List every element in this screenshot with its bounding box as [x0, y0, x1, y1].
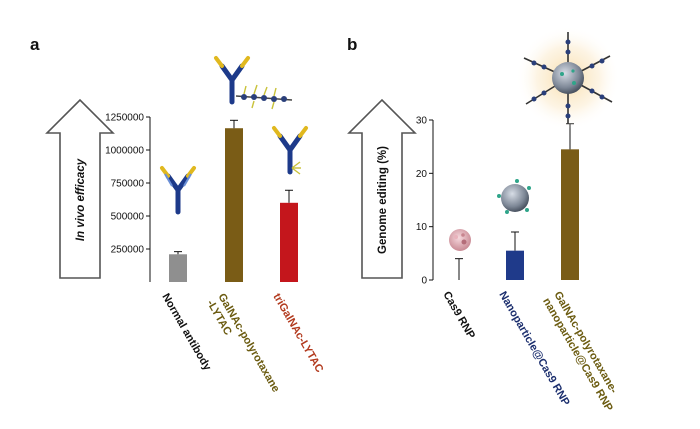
polyrotaxane-nanoparticle-icon — [516, 26, 620, 130]
y-tick-label: 1000000 — [105, 146, 144, 157]
y-tick-label: 0 — [421, 276, 427, 287]
cas9-rnp-icon — [449, 229, 471, 251]
antibody-icon-normal — [160, 166, 196, 215]
category-label: Cas9 RNP — [440, 290, 477, 342]
category-label: triGalNAc-LYTAC — [270, 292, 325, 375]
category-label: GalNAc-polyrotaxane-LYTAC — [204, 292, 282, 401]
bar — [506, 250, 524, 280]
panel-b-ylabel: Genome editing (%) — [377, 146, 389, 254]
antibody-icon-polyrotaxane — [214, 56, 293, 110]
bar — [561, 149, 579, 280]
y-tick-label: 20 — [416, 169, 428, 180]
y-tick-label: 1250000 — [105, 113, 144, 124]
antibody-icon-trigalnac — [272, 126, 308, 175]
y-tick-label: 750000 — [111, 179, 145, 190]
bar — [280, 202, 298, 282]
panel-a-ylabel-arrow: In vivo efficacy — [45, 98, 115, 279]
y-tick-label: 30 — [416, 116, 428, 127]
nanoparticle-icon — [497, 179, 531, 214]
y-tick-label: 250000 — [111, 245, 145, 256]
y-tick-label: 10 — [416, 222, 428, 233]
panel-label-a: a — [30, 35, 40, 54]
panel-label-b: b — [347, 35, 357, 54]
bar — [169, 254, 187, 282]
panel-a-ylabel: In vivo efficacy — [75, 158, 87, 241]
bar — [225, 128, 243, 282]
panel-b-ylabel-arrow: Genome editing (%) — [347, 98, 417, 279]
category-label: GalNAc-polyrotaxane-nanoparticle@Cas9 RN… — [540, 290, 626, 414]
y-tick-label: 500000 — [111, 212, 145, 223]
